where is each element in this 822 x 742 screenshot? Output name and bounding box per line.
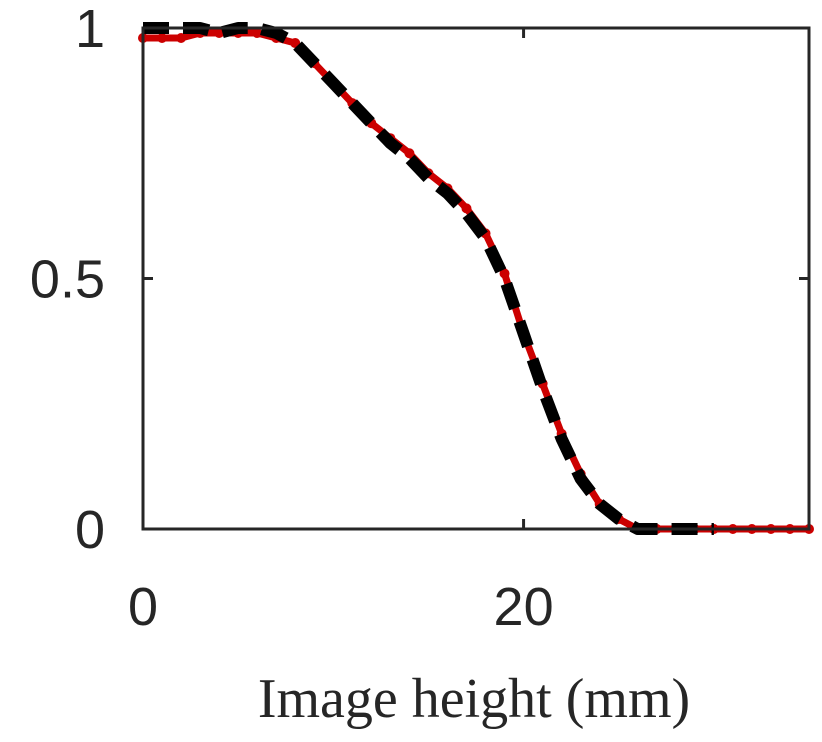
series-point (461, 203, 472, 214)
series-point (176, 33, 187, 44)
x-tick-label: 0 (128, 577, 158, 637)
series-point (214, 28, 225, 39)
x-axis-label: Image height (mm) (258, 668, 690, 730)
series-point (252, 28, 263, 39)
plot-area (143, 28, 809, 529)
series-point (157, 33, 168, 44)
x-tick-label: 20 (494, 577, 554, 637)
y-tick-label: 0 (75, 500, 105, 560)
series-point (404, 148, 415, 159)
tick-layer: 0 20 0 0.5 1 (30, 0, 809, 637)
y-tick-label: 1 (75, 0, 105, 59)
series-point (499, 268, 510, 279)
y-tick-label: 0.5 (30, 250, 105, 310)
